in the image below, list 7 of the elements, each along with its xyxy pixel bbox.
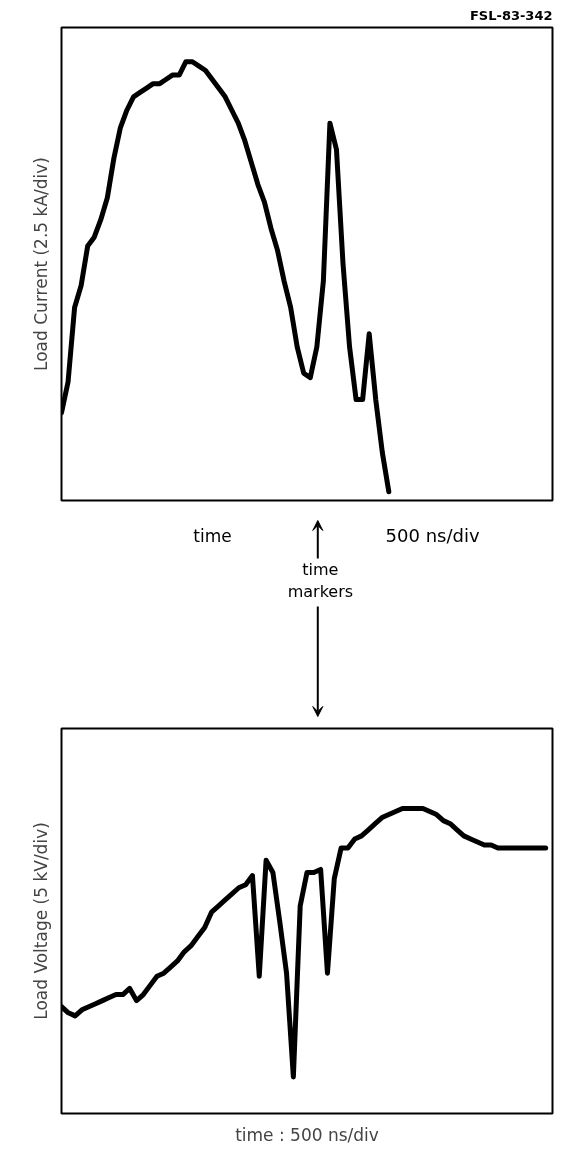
text: time	[193, 525, 232, 546]
text: FSL-83-342	[469, 7, 553, 23]
text: 500 ns/div	[385, 525, 480, 546]
y-axis-title: Load Current (2.5 kA/div)	[30, 157, 51, 371]
text: time markers	[287, 559, 354, 602]
y-axis-title: Load Voltage (5 kV/div)	[30, 822, 51, 1020]
x-axis-title: time : 500 ns/div	[235, 1124, 379, 1145]
